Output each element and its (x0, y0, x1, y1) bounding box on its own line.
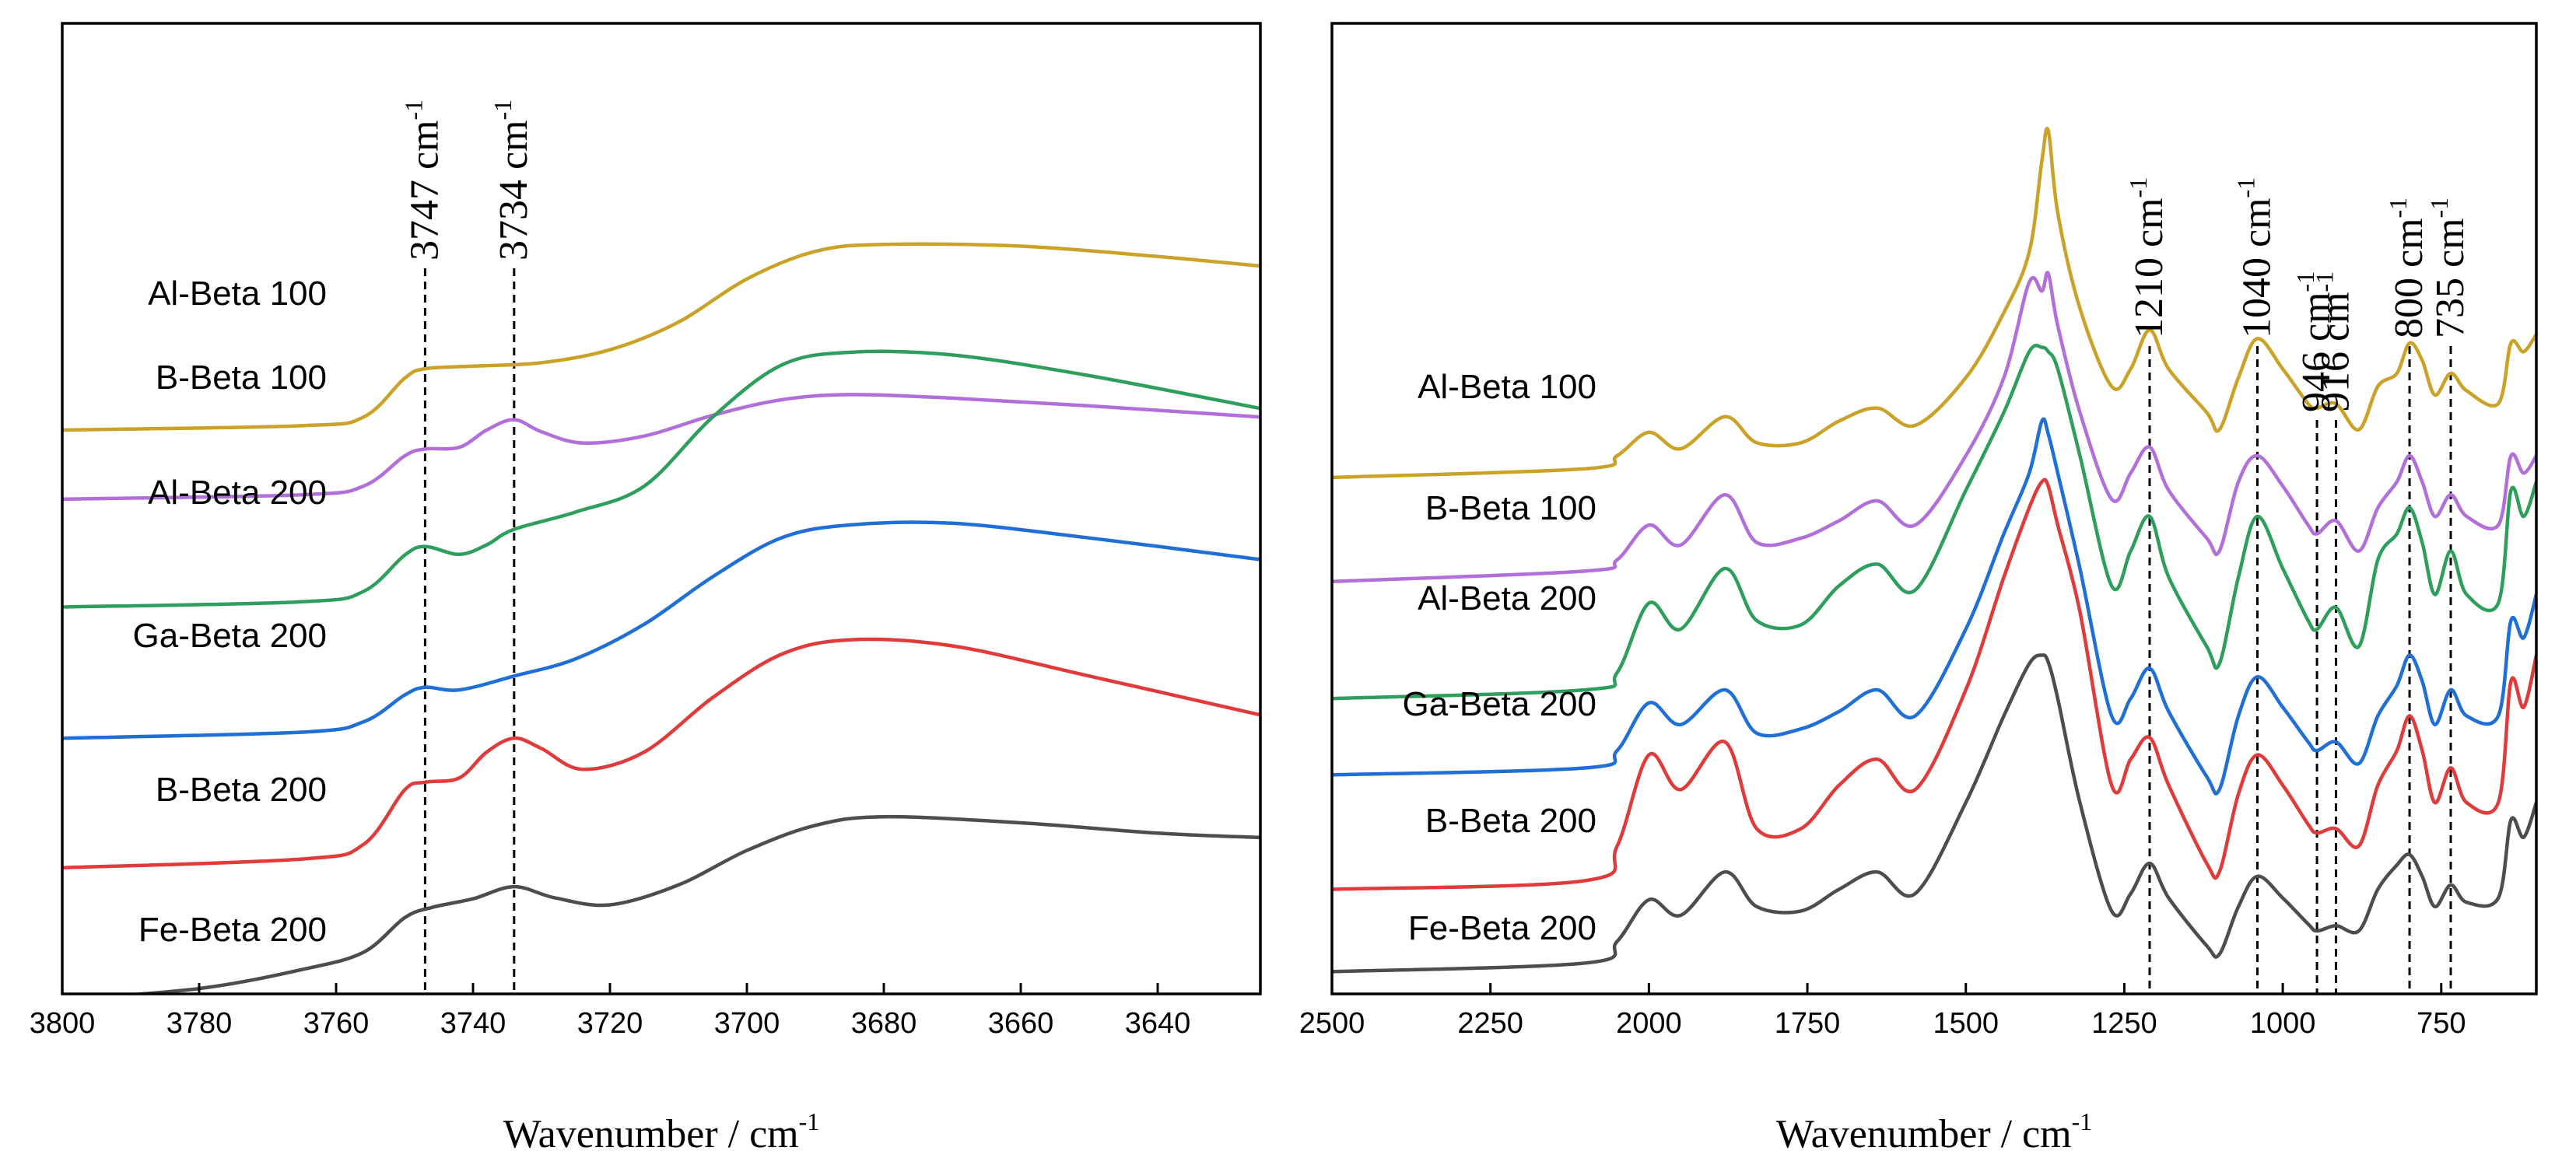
x-tick-label: 3640 (1125, 1007, 1191, 1040)
peak-label-3734: 3734 cm-1 (489, 100, 536, 261)
peak-label-1210: 1210 cm-1 (2124, 177, 2171, 338)
series-line-al-beta-100 (62, 242, 1260, 432)
series-line-b-beta-200 (62, 637, 1260, 869)
series-label-al-beta-200: Al-Beta 200 (1418, 579, 1596, 617)
x-tick-label: 2000 (1616, 1007, 1682, 1040)
plot-frame (61, 22, 1262, 995)
right-panel: Al-Beta 100 B-Beta 100 Al-Beta 200 Ga-Beta … (1299, 22, 2538, 1156)
x-tick-label: 1750 (1775, 1007, 1841, 1040)
series-label-al-beta-200: Al-Beta 200 (148, 474, 327, 512)
series-line-b-beta-100 (1332, 271, 2536, 583)
x-tick-label: 1500 (1933, 1007, 1999, 1040)
x-tick-label: 3700 (714, 1007, 780, 1040)
x-tick-label: 3720 (577, 1007, 643, 1040)
x-tick-label: 3760 (303, 1007, 370, 1040)
series-label-fe-beta-200: Fe-Beta 200 (138, 911, 327, 949)
peak-label-800: 800 cm-1 (2384, 198, 2431, 338)
series-label-b-beta-200: B-Beta 200 (1425, 802, 1596, 840)
left-panel: Al-Beta 100 B-Beta 100 Al-Beta 200 Ga-Beta … (30, 22, 1262, 1156)
x-tick-label: 1000 (2250, 1007, 2316, 1040)
series-line-ga-beta-200 (62, 520, 1260, 740)
series-label-ga-beta-200: Ga-Beta 200 (133, 617, 328, 655)
series-line-b-beta-100 (62, 393, 1260, 502)
x-tick-label: 3800 (30, 1007, 96, 1040)
x-axis-title: Wavenumber / cm-1 (503, 1107, 820, 1156)
series-label-ga-beta-200: Ga-Beta 200 (1403, 685, 1597, 723)
x-tick-label: 3740 (440, 1007, 506, 1040)
plot-frame (1330, 22, 2538, 995)
peak-label-3747: 3747 cm-1 (399, 100, 447, 261)
series-line-al-beta-200 (62, 349, 1260, 609)
peak-label-916: 916 cm-1 (2311, 271, 2358, 412)
series-label-al-beta-100: Al-Beta 100 (148, 275, 327, 313)
series-label-b-beta-200: B-Beta 200 (156, 771, 327, 809)
series-line-fe-beta-200 (119, 814, 1260, 994)
peak-label-946: 946 cm-1 (2291, 271, 2339, 412)
x-tick-label: 3660 (988, 1007, 1054, 1040)
x-tick-label: 3680 (851, 1007, 917, 1040)
x-tick-label: 750 (2417, 1007, 2466, 1040)
x-tick-label: 2250 (1457, 1007, 1523, 1040)
series-label-fe-beta-200: Fe-Beta 200 (1408, 909, 1596, 947)
series-label-b-beta-100: B-Beta 100 (156, 359, 327, 397)
series-label-al-beta-100: Al-Beta 100 (1418, 368, 1596, 406)
x-tick-label: 1250 (2091, 1007, 2157, 1040)
series-label-b-beta-100: B-Beta 100 (1425, 489, 1596, 527)
series-line-al-beta-200 (1332, 343, 2536, 701)
x-axis-title: Wavenumber / cm-1 (1776, 1107, 2093, 1156)
peak-label-735: 735 cm-1 (2425, 198, 2473, 338)
peak-label-1040: 1040 cm-1 (2232, 177, 2280, 338)
series-line-b-beta-200 (1332, 478, 2536, 891)
series-line-fe-beta-200 (1332, 653, 2536, 974)
series-line-ga-beta-200 (1332, 417, 2536, 796)
x-tick-label: 3780 (166, 1007, 233, 1040)
series-line-al-beta-100 (1332, 127, 2536, 480)
x-tick-label: 2500 (1299, 1007, 1365, 1040)
